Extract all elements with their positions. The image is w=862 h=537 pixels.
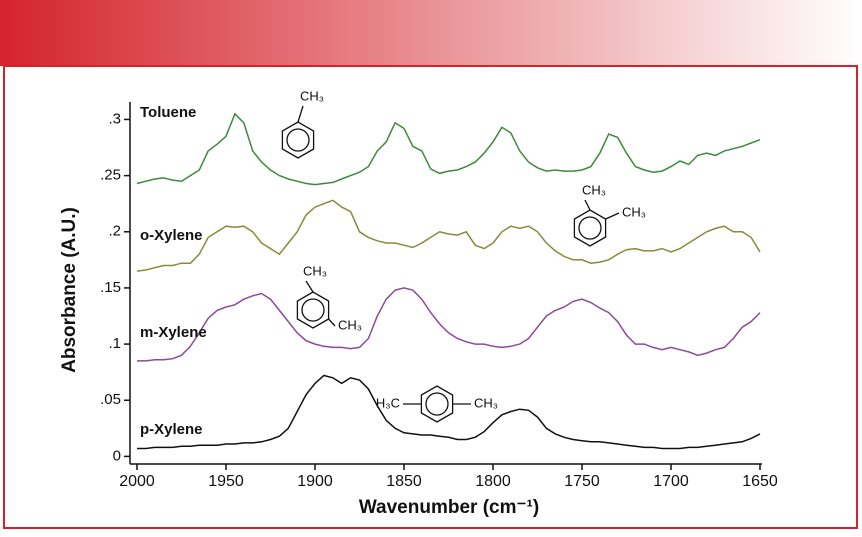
substituent-label: CH₃ (300, 88, 324, 103)
x-tick-label: 2000 (119, 473, 155, 490)
benzene-ring (281, 121, 315, 159)
substituent-label: H₃C (376, 395, 400, 410)
y-tick-label: .2 (108, 223, 121, 240)
x-axis-label: Wavenumber (cm⁻¹) (359, 497, 539, 518)
substituent-label: CH₃ (622, 204, 646, 219)
benzene-circle (286, 128, 310, 152)
x-tick-label: 1650 (742, 473, 778, 490)
y-tick-label: .25 (100, 167, 121, 184)
x-tick-label: 1750 (564, 473, 600, 490)
y-tick-label: .15 (100, 279, 121, 296)
x-tick-label: 1950 (208, 473, 244, 490)
series-line (137, 287, 761, 362)
substituent-bond (305, 280, 314, 293)
y-tick-label: .3 (108, 110, 121, 127)
substituent-label: CH₃ (338, 317, 362, 332)
x-tick-label: 1800 (475, 473, 511, 490)
x-tick-label: 1850 (386, 473, 422, 490)
substituent-bond (584, 199, 591, 211)
benzene-circle (301, 298, 325, 322)
substituent-label: CH₃ (582, 182, 606, 197)
benzene-circle (425, 392, 449, 416)
benzene-ring (296, 291, 330, 329)
substituent-label: CH₃ (303, 263, 327, 278)
substituent-bond (605, 212, 620, 220)
series-line (137, 374, 761, 450)
benzene-circle (578, 216, 602, 240)
series-label: m-Xylene (140, 324, 207, 341)
x-tick-label: 1900 (297, 473, 333, 490)
y-tick-label: 0 (113, 447, 121, 464)
substituent-bond (297, 105, 304, 123)
series-label: p-Xylene (140, 421, 203, 438)
header-band (0, 0, 862, 66)
benzene-ring (420, 385, 454, 423)
series-label: o-Xylene (140, 227, 203, 244)
y-tick-label: .05 (100, 391, 121, 408)
substituent-label: CH₃ (474, 395, 498, 410)
frame (3, 65, 858, 529)
series-line (136, 112, 761, 186)
y-axis-label: Absorbance (A.U.) (59, 207, 80, 373)
y-tick-label: .1 (108, 335, 121, 352)
substituent-bond (328, 318, 336, 327)
series-label: Toluene (140, 104, 196, 121)
series-line (136, 199, 761, 272)
x-tick-label: 1700 (653, 473, 689, 490)
